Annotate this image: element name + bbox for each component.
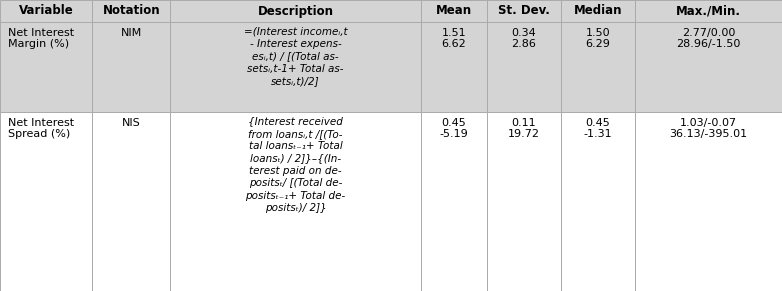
Bar: [561, 0, 635, 22]
Text: 1.03/-0.07
36.13/-395.01: 1.03/-0.07 36.13/-395.01: [669, 118, 748, 139]
Bar: [0, 22, 92, 112]
Text: Description: Description: [257, 4, 334, 17]
Text: NIM: NIM: [120, 28, 142, 38]
Bar: [635, 112, 782, 291]
Text: Variable: Variable: [19, 4, 74, 17]
Bar: [421, 0, 487, 22]
Bar: [635, 22, 782, 112]
Text: 1.51
6.62: 1.51 6.62: [442, 28, 466, 49]
Text: 1.50
6.29: 1.50 6.29: [586, 28, 610, 49]
Bar: [0, 0, 92, 22]
Text: 0.45
-1.31: 0.45 -1.31: [583, 118, 612, 139]
Text: 0.34
2.86: 0.34 2.86: [511, 28, 536, 49]
Bar: [92, 0, 170, 22]
Bar: [92, 112, 170, 291]
Bar: [421, 22, 487, 112]
Text: NIS: NIS: [122, 118, 141, 128]
Text: St. Dev.: St. Dev.: [498, 4, 550, 17]
Bar: [170, 0, 421, 22]
Bar: [0, 112, 92, 291]
Text: 0.11
19.72: 0.11 19.72: [508, 118, 540, 139]
Bar: [170, 112, 421, 291]
Text: Max./Min.: Max./Min.: [676, 4, 741, 17]
Text: Mean: Mean: [436, 4, 472, 17]
Bar: [92, 22, 170, 112]
Text: Notation: Notation: [102, 4, 160, 17]
Bar: [487, 0, 561, 22]
Text: 2.77/0.00
28.96/-1.50: 2.77/0.00 28.96/-1.50: [676, 28, 741, 49]
Bar: [635, 0, 782, 22]
Bar: [421, 112, 487, 291]
Text: Net Interest
Margin (%): Net Interest Margin (%): [8, 28, 74, 49]
Bar: [487, 22, 561, 112]
Text: =(Interest incomeᵢ,t
- Interest expens-
esᵢ,t) / [(Total as-
setsᵢ,t-1+ Total as: =(Interest incomeᵢ,t - Interest expens- …: [244, 26, 347, 86]
Bar: [561, 22, 635, 112]
Bar: [487, 112, 561, 291]
Text: Median: Median: [573, 4, 622, 17]
Text: {Interest received
from loansᵢ,t /[(To-
tal loansₜ₋₁+ Total
loansₜ) / 2]}–{(In-
: {Interest received from loansᵢ,t /[(To- …: [246, 116, 346, 213]
Text: Net Interest
Spread (%): Net Interest Spread (%): [8, 118, 74, 139]
Bar: [561, 112, 635, 291]
Text: 0.45
-5.19: 0.45 -5.19: [439, 118, 468, 139]
Bar: [170, 22, 421, 112]
